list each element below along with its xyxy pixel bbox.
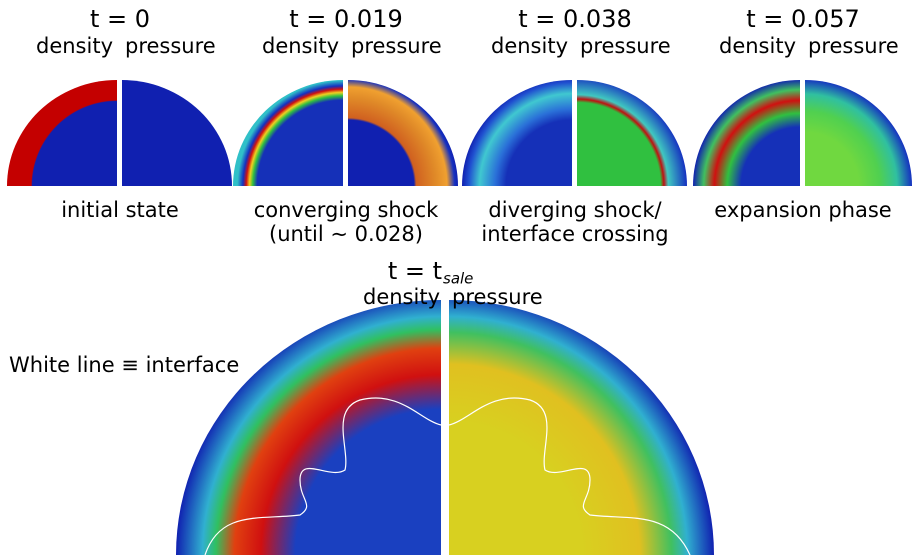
density-label: density (491, 34, 568, 58)
density-label: density (719, 34, 796, 58)
time-label: t = 0.057 (746, 5, 859, 33)
caption: converging shock (254, 198, 439, 222)
figure: t = 0densitypressureinitial statet = 0.0… (0, 0, 912, 555)
time-label: t = 0.038 (518, 5, 631, 33)
pressure-field (577, 80, 687, 186)
time-label: t = t (388, 257, 442, 285)
density-label: density (363, 285, 440, 309)
density-field (462, 80, 572, 186)
density-label: density (36, 34, 113, 58)
density-field (7, 80, 117, 186)
caption: expansion phase (714, 198, 891, 222)
pressure-label: pressure (580, 34, 671, 58)
caption: diverging shock/ (488, 198, 662, 222)
time-label: t = 0.019 (289, 5, 402, 33)
density-field (693, 80, 800, 186)
annotation: White line ≡ interface (9, 353, 239, 377)
caption: (until ∼ 0.028) (269, 222, 423, 246)
density-label: density (262, 34, 339, 58)
pressure-field (348, 80, 458, 186)
pressure-label: pressure (125, 34, 216, 58)
caption: initial state (61, 198, 179, 222)
pressure-label: pressure (351, 34, 442, 58)
pressure-field (122, 80, 232, 186)
pressure-label: pressure (808, 34, 899, 58)
pressure-label: pressure (452, 285, 543, 309)
caption: interface crossing (481, 222, 668, 246)
density-field (233, 80, 343, 186)
time-label: t = 0 (90, 5, 150, 33)
pressure-field (449, 300, 714, 555)
density-field (176, 300, 441, 555)
pressure-field (805, 80, 912, 186)
